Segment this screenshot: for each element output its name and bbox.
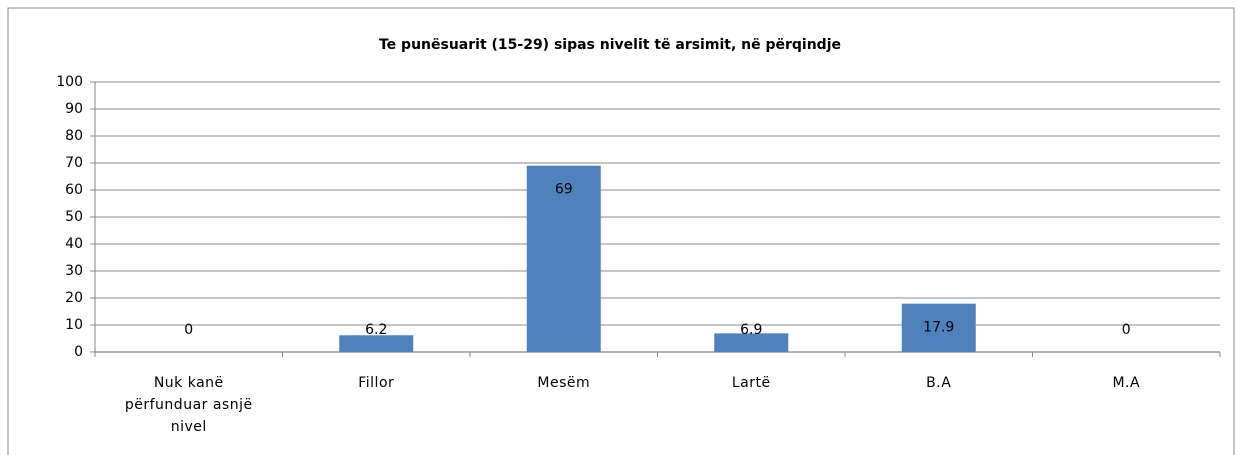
y-tick-label: 80 xyxy=(65,128,83,144)
y-tick-label: 100 xyxy=(56,74,83,90)
y-tick-label: 90 xyxy=(65,101,83,117)
bar xyxy=(714,333,789,352)
chart-frame xyxy=(7,7,1235,455)
chart-title: Te punësuarit (15-29) sipas nivelit të a… xyxy=(379,37,841,53)
y-tick-label: 50 xyxy=(65,209,83,225)
value-label: 69 xyxy=(555,182,573,198)
value-label: 17.9 xyxy=(923,320,954,336)
x-tick-label: Nuk kanë përfunduar asnjë nivel xyxy=(124,375,253,435)
value-label: 0 xyxy=(1122,322,1131,338)
y-tick-label: 20 xyxy=(65,290,83,306)
x-tick-label: Mesëm xyxy=(537,375,591,391)
value-label: 6.2 xyxy=(365,322,387,338)
bar xyxy=(901,303,976,352)
x-tick-label: Fillor xyxy=(358,375,395,391)
y-tick-label: 60 xyxy=(65,182,83,198)
y-tick-label: 10 xyxy=(65,317,83,333)
value-label: 6.9 xyxy=(740,322,762,338)
x-tick-label: Lartë xyxy=(731,375,771,391)
y-tick-label: 0 xyxy=(74,344,83,360)
x-tick-label: B.A xyxy=(926,375,952,391)
y-tick-label: 30 xyxy=(65,263,83,279)
bar xyxy=(526,165,601,352)
x-tick-label: M.A xyxy=(1112,375,1141,391)
bar xyxy=(339,335,414,352)
value-label: 0 xyxy=(184,322,193,338)
y-tick-label: 40 xyxy=(65,236,83,252)
y-tick-label: 70 xyxy=(65,155,83,171)
